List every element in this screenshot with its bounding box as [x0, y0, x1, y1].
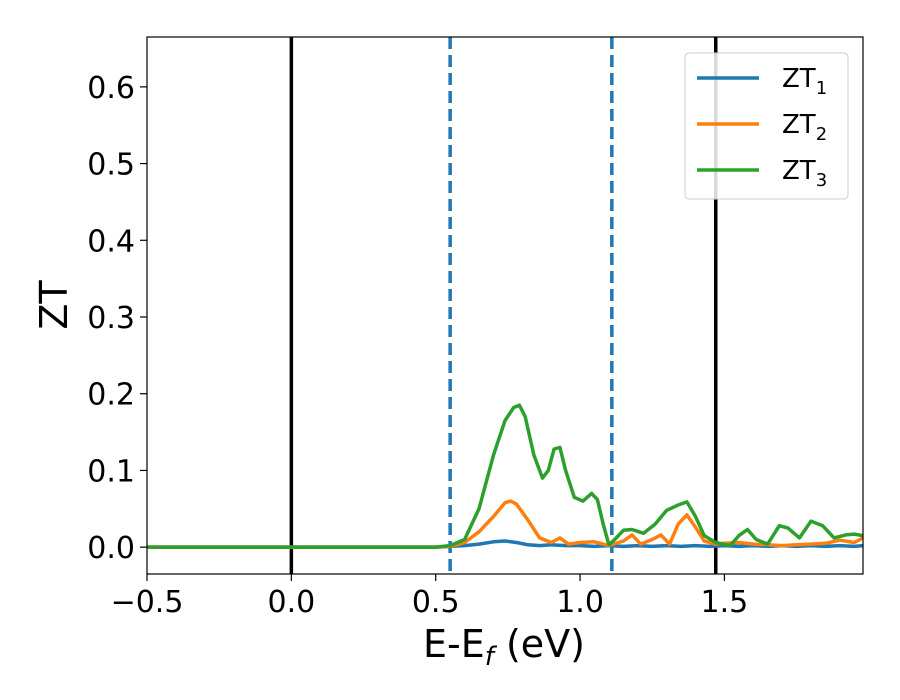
- legend: ZT1 ZT2 ZT3: [684, 52, 849, 200]
- legend-label-zt1: ZT1: [782, 64, 827, 99]
- y-tick-label: 0.4: [87, 224, 135, 259]
- x-tick-label: −0.5: [111, 585, 184, 620]
- y-tick-label: 0.5: [87, 148, 135, 183]
- series-lines: [147, 403, 863, 549]
- y-tick-label: 0.0: [87, 531, 135, 566]
- reference-lines: [289, 37, 718, 574]
- x-axis-ticks: −0.5 0.0 0.5 1.0 1.5: [111, 574, 749, 620]
- x-axis-label-unit: (eV): [494, 622, 585, 666]
- legend-items: ZT1 ZT2 ZT3: [697, 64, 827, 191]
- y-tick-label: 0.1: [87, 454, 135, 489]
- x-axis-label-main: E-E: [423, 622, 485, 666]
- y-tick-label: 0.6: [87, 71, 135, 106]
- y-tick-label: 0.3: [87, 301, 135, 336]
- x-tick-label: 0.0: [267, 585, 315, 620]
- y-axis-label: ZT: [32, 280, 76, 330]
- legend-box: [684, 52, 849, 200]
- x-axis-label: E-Ef (eV): [423, 622, 585, 672]
- y-axis-ticks: 0.0 0.1 0.2 0.3 0.4 0.5 0.6: [87, 71, 147, 566]
- y-tick-label: 0.2: [87, 378, 135, 413]
- legend-label-zt2: ZT2: [782, 110, 827, 145]
- x-tick-label: 0.5: [412, 585, 460, 620]
- plot-area-frame: [146, 36, 864, 575]
- series-line-zt3: [147, 403, 863, 549]
- legend-label-zt3: ZT3: [782, 156, 827, 191]
- x-tick-label: 1.5: [701, 585, 749, 620]
- x-tick-label: 1.0: [556, 585, 604, 620]
- series-line-zt2: [147, 499, 863, 549]
